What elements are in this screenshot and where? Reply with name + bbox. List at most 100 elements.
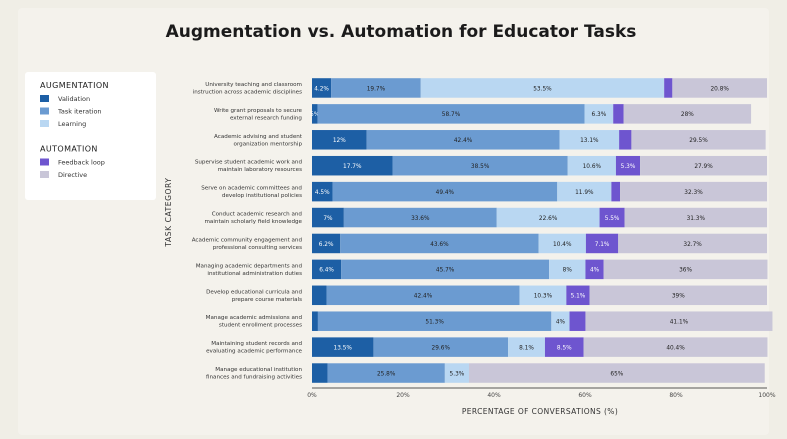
bar-segment [615, 155, 641, 176]
bar-segment [544, 337, 584, 357]
data-label: 5.3% [621, 164, 636, 170]
category-label: Managing academic departments and [196, 263, 303, 269]
bar-segment [331, 78, 421, 98]
bar-segment [618, 233, 767, 254]
bar-segment [585, 233, 619, 254]
bar-segment [312, 181, 333, 202]
data-label: 49.4% [436, 190, 455, 196]
data-label: 8.1% [519, 345, 534, 351]
bar-segment [519, 285, 567, 306]
bar-segment [631, 130, 766, 150]
bar-segment [327, 363, 445, 383]
legend-group-title: AUGMENTATION [40, 81, 109, 90]
data-label: 36% [679, 268, 692, 274]
y-axis-title: TASK CATEGORY [164, 177, 173, 247]
data-label: 42.4% [454, 138, 473, 144]
bar-segment [343, 207, 497, 228]
data-label: 8.5% [557, 345, 572, 351]
data-label: 4.2% [314, 86, 329, 92]
bar-segment [340, 233, 539, 254]
bar-segment [312, 363, 328, 383]
data-label: 31.3% [687, 216, 706, 222]
bar-segment [624, 207, 767, 228]
data-label: 4% [590, 268, 600, 274]
data-label: 28% [681, 112, 694, 118]
bar-segment [567, 155, 616, 176]
bar-segment [326, 285, 520, 306]
data-label: 29.6% [432, 345, 451, 351]
category-label: Manage academic admissions and [206, 315, 303, 321]
bar-segment [585, 259, 604, 280]
bar-segment [420, 78, 665, 98]
x-tick-label: 40% [487, 392, 501, 399]
bar-segment [312, 285, 327, 306]
category-label: Manage educational institution [215, 367, 302, 373]
legend-group-title: AUTOMATION [40, 145, 98, 154]
bar-segment [444, 363, 469, 383]
category-label: Maintaining student records and [211, 341, 302, 347]
legend-item-label: Learning [58, 120, 86, 128]
legend-swatch [40, 171, 49, 178]
category-label: University teaching and classroom [205, 82, 302, 88]
data-label: 5.3% [450, 371, 465, 377]
data-label: 5.1% [571, 294, 586, 300]
bar-segment [620, 181, 767, 202]
legend: AUGMENTATION Validation Task iteration Lear… [25, 72, 156, 200]
bar-segment [496, 207, 600, 228]
bar-segment [557, 181, 612, 202]
bar-segment [312, 311, 318, 331]
bar-segment [312, 337, 374, 357]
bar-segment [508, 337, 545, 357]
bar-segment [559, 130, 620, 150]
bar-segment [584, 104, 614, 124]
category-label: evaluating academic performance [206, 349, 302, 355]
data-label: 27.9% [694, 164, 713, 170]
data-label: 32.7% [683, 242, 702, 248]
bar-segment [317, 311, 552, 331]
data-label: 38.5% [471, 164, 490, 170]
data-label: 12% [333, 138, 346, 144]
category-label: Develop educational curricula and [206, 289, 302, 295]
category-label: Serve on academic committees and [201, 186, 302, 192]
category-label: Academic advising and student [214, 134, 303, 140]
bar-segment [312, 130, 367, 150]
data-label: 29.5% [689, 138, 708, 144]
plot-area: 4.2% 19.7% 53.5% 20.8% University teaching a… [192, 78, 776, 399]
category-label: maintain scholarly field knowledge [204, 219, 302, 225]
bar-segment [392, 155, 568, 176]
category-label: maintain laboratory resources [218, 167, 302, 173]
bar-segment [312, 155, 393, 176]
category-label: organization mentorship [234, 141, 303, 147]
bar-segment [312, 233, 341, 254]
bar-segment [549, 259, 586, 280]
data-label: 45.7% [436, 268, 455, 274]
data-label: 6.4% [319, 268, 334, 274]
data-label: 5.5% [605, 216, 620, 222]
data-label: 43.6% [430, 242, 449, 248]
category-label: Academic community engagement and [192, 237, 303, 243]
bar-segment [312, 104, 318, 124]
x-tick-label: 20% [396, 392, 410, 399]
data-label: 4% [556, 320, 566, 326]
bar-segment [585, 311, 773, 331]
bar-segment [603, 259, 768, 280]
bar-segment [672, 78, 767, 98]
data-label: 25.8% [377, 371, 396, 377]
bar-segment [332, 181, 558, 202]
data-label: 6.2% [319, 242, 334, 248]
bar-segment [312, 207, 344, 228]
category-label: Write grant proposals to secure [214, 108, 303, 114]
bar-segment [623, 104, 752, 124]
bar-segment [312, 78, 332, 98]
data-label: 13.1% [580, 138, 599, 144]
legend-swatch [40, 158, 49, 166]
bar-segment [538, 233, 586, 254]
bar-segment [640, 155, 767, 176]
legend-item-label: Directive [58, 171, 87, 179]
bar-segment [366, 130, 560, 150]
legend-item-label: Task iteration [57, 108, 102, 116]
x-tick-label: 80% [669, 392, 683, 399]
data-label: 11.9% [575, 190, 594, 196]
data-label: 22.6% [539, 216, 558, 222]
bar-segment [373, 337, 509, 357]
